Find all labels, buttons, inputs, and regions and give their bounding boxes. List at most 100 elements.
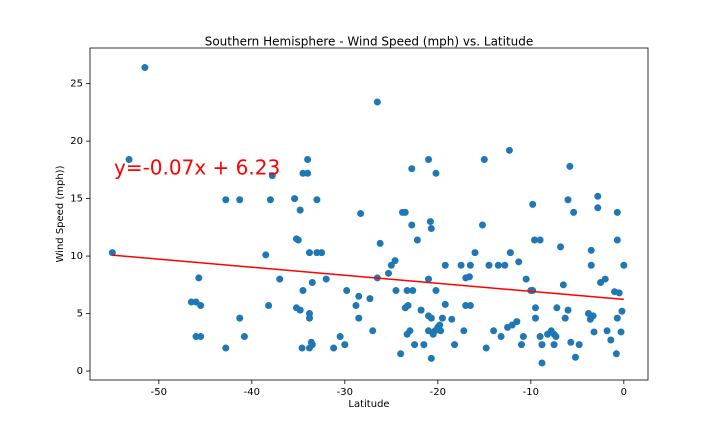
x-tick-label: -30 bbox=[337, 387, 353, 398]
scatter-point bbox=[607, 336, 615, 344]
scatter-point bbox=[222, 196, 230, 204]
scatter-point bbox=[612, 350, 620, 358]
scatter-point bbox=[571, 353, 579, 361]
scatter-point bbox=[236, 314, 244, 322]
scatter-point bbox=[240, 333, 248, 341]
scatter-point bbox=[298, 344, 306, 352]
scatter-point bbox=[409, 287, 417, 295]
scatter-point bbox=[432, 287, 440, 295]
scatter-point bbox=[490, 327, 498, 335]
scatter-point bbox=[305, 249, 313, 257]
scatter-point bbox=[466, 261, 474, 269]
scatter-point bbox=[587, 246, 595, 254]
scatter-point bbox=[222, 344, 230, 352]
scatter-point bbox=[438, 314, 446, 322]
y-tick-label: 5 bbox=[77, 309, 83, 320]
scatter-point bbox=[108, 249, 116, 257]
scatter-point bbox=[441, 300, 449, 308]
scatter-point bbox=[336, 333, 344, 341]
scatter-point bbox=[322, 275, 330, 283]
scatter-point bbox=[603, 327, 611, 335]
scatter-point bbox=[590, 328, 598, 336]
scatter-point bbox=[343, 287, 351, 295]
scatter-point bbox=[141, 64, 149, 72]
scatter-point bbox=[613, 314, 621, 322]
scatter-point bbox=[538, 341, 546, 349]
scatter-point bbox=[536, 333, 544, 341]
plot-frame bbox=[89, 47, 649, 381]
scatter-point bbox=[268, 172, 276, 180]
scatter-point bbox=[296, 306, 304, 314]
scatter-point bbox=[397, 350, 405, 358]
scatter-point bbox=[557, 243, 565, 251]
x-tick-label: -10 bbox=[523, 387, 539, 398]
scatter-point bbox=[294, 236, 302, 244]
scatter-point bbox=[575, 341, 583, 349]
scatter-point bbox=[391, 257, 399, 265]
scatter-point bbox=[265, 302, 273, 310]
scatter-point bbox=[448, 315, 456, 323]
scatter-point bbox=[373, 98, 381, 106]
scatter-point bbox=[401, 208, 409, 216]
scatter-point bbox=[305, 310, 313, 318]
scatter-point bbox=[125, 156, 133, 164]
scatter-point bbox=[494, 261, 502, 269]
scatter-point bbox=[195, 274, 203, 282]
scatter-point bbox=[519, 333, 527, 341]
scatter-point bbox=[529, 200, 537, 208]
scatter-point bbox=[330, 344, 338, 352]
scatter-point bbox=[357, 210, 365, 218]
scatter-point bbox=[427, 354, 435, 362]
scatter-point bbox=[341, 341, 349, 349]
scatter-point bbox=[550, 341, 558, 349]
scatter-point bbox=[531, 236, 539, 244]
scatter-point bbox=[262, 251, 270, 259]
scatter-point bbox=[355, 292, 363, 300]
scatter-point bbox=[497, 333, 505, 341]
scatter-point bbox=[313, 196, 321, 204]
scatter-point bbox=[531, 304, 539, 312]
scatter-point bbox=[408, 221, 416, 229]
scatter-point bbox=[425, 156, 433, 164]
scatter-point bbox=[441, 261, 449, 269]
y-tick-label: 25 bbox=[70, 79, 83, 90]
scatter-point bbox=[567, 338, 575, 346]
scatter-point bbox=[307, 338, 315, 346]
scatter-point bbox=[408, 165, 416, 173]
scatter-point bbox=[385, 269, 393, 277]
scatter-point bbox=[480, 156, 488, 164]
scatter-point bbox=[566, 162, 574, 170]
scatter-point bbox=[617, 328, 625, 336]
x-tick-label: -50 bbox=[151, 387, 167, 398]
scatter-point bbox=[304, 156, 312, 164]
scatter-point bbox=[436, 321, 444, 329]
y-tick-label: 20 bbox=[70, 136, 83, 147]
scatter-point bbox=[425, 275, 433, 283]
scatter-point bbox=[197, 333, 205, 341]
scatter-point bbox=[601, 275, 609, 283]
scatter-point bbox=[417, 306, 425, 314]
scatter-point bbox=[376, 239, 384, 247]
scatter-point bbox=[426, 218, 434, 226]
scatter-point bbox=[506, 249, 514, 257]
scatter-point bbox=[266, 196, 274, 204]
scatter-point bbox=[564, 306, 572, 314]
scatter-point bbox=[513, 318, 521, 326]
scatter-point bbox=[561, 314, 569, 322]
scatter-point bbox=[451, 341, 459, 349]
scatter-point bbox=[291, 195, 299, 203]
scatter-point bbox=[427, 314, 435, 322]
scatter-point bbox=[366, 295, 374, 303]
scatter-point bbox=[411, 341, 419, 349]
x-axis-label: Latitude bbox=[348, 399, 389, 410]
scatter-point bbox=[460, 327, 468, 335]
scatter-point bbox=[197, 302, 205, 310]
scatter-point bbox=[355, 314, 363, 322]
scatter-point bbox=[531, 314, 539, 322]
scatter-point bbox=[308, 279, 316, 287]
scatter-point bbox=[420, 341, 428, 349]
scatter-point bbox=[529, 287, 537, 295]
scatter-point bbox=[482, 344, 490, 352]
scatter-point bbox=[465, 273, 473, 281]
